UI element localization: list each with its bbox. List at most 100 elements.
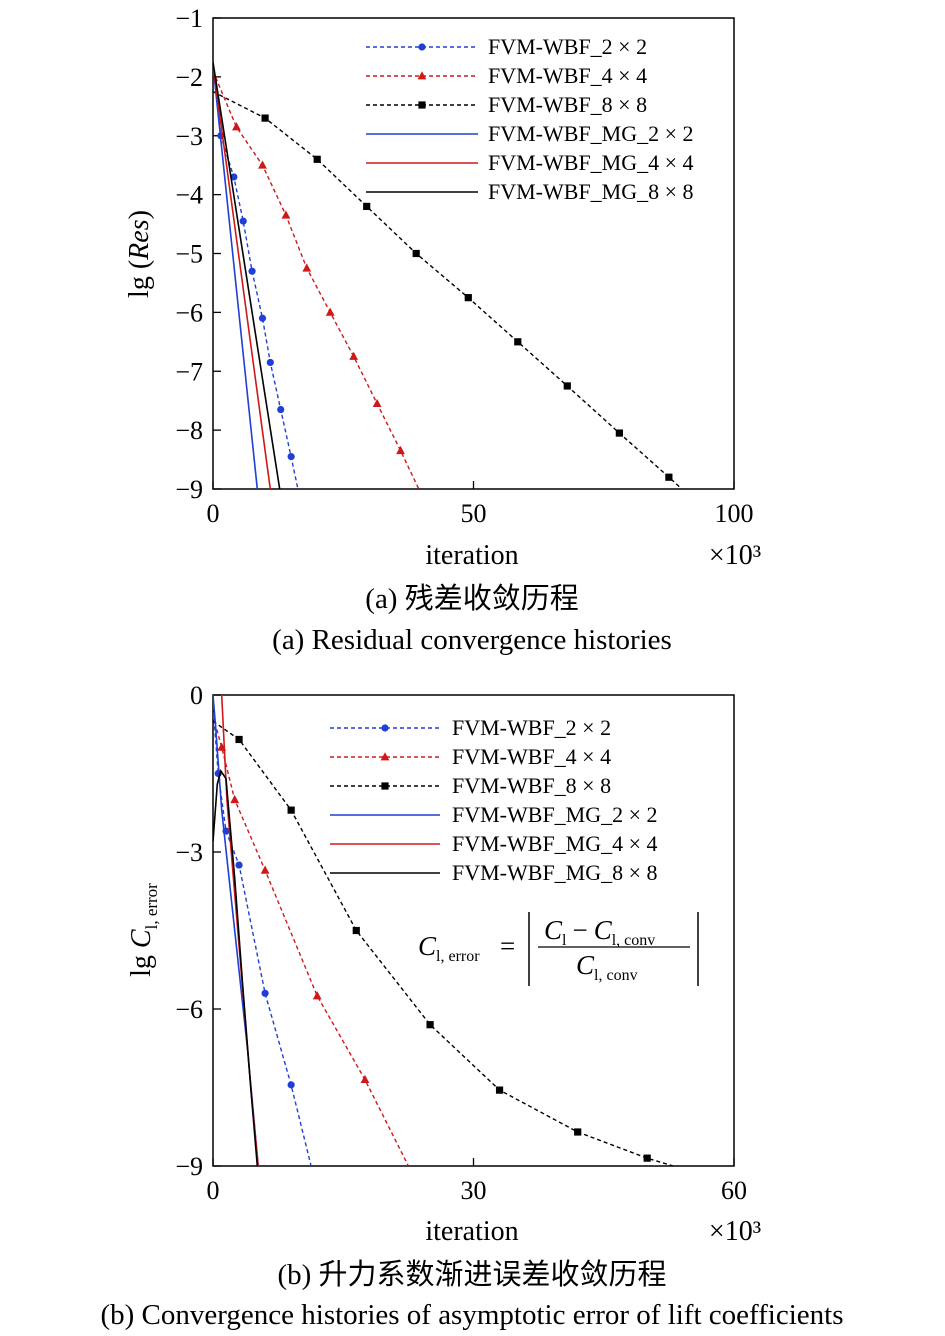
chart-b-legend-marker-2: [380, 752, 390, 761]
chart-b-data-point: [287, 806, 295, 814]
chart-b-formula: Cl, error = Cl − Cl, conv Cl, conv: [418, 912, 699, 986]
formula-equals: =: [500, 931, 515, 961]
chart-a-data-point: [230, 173, 238, 181]
formula-minus: −: [572, 915, 587, 945]
chart-a-data-point: [615, 429, 623, 437]
chart-b-data-point: [235, 735, 243, 744]
chart-b-series-line-1: [213, 705, 312, 1166]
chart-b-series-line-3: [213, 720, 674, 1166]
chart-a-y-tick-label: −5: [175, 240, 203, 269]
chart-b-y-axis-label: lg Cl, error: [126, 883, 161, 977]
chart-b-series-line-6: [213, 768, 259, 1166]
chart-b-x-tick-label: 60: [721, 1176, 747, 1205]
chart-b-y-tick-label: −3: [175, 838, 203, 867]
chart-a-data-point: [412, 249, 420, 258]
chart-a-y-tick-label: −9: [175, 475, 203, 504]
chart-a-plot-frame: [212, 17, 735, 490]
chart-a-legend-label-6: FVM-WBF_MG_8 × 8: [488, 179, 694, 204]
chart-a-y-axis-label-symbol: Res: [124, 219, 155, 261]
chart-a-data-point: [266, 358, 274, 367]
formula-lhs-symbol: C: [418, 931, 437, 961]
formula-num-a: C: [544, 915, 563, 945]
chart-a-data-point: [313, 155, 321, 163]
chart-a-data-point: [396, 445, 405, 455]
chart-a-y-axis-label-suffix: ): [124, 210, 155, 219]
chart-b-data-point: [426, 1021, 434, 1029]
chart-a-x-axis-label: iteration: [425, 540, 518, 571]
chart-b-legend-label-1: FVM-WBF_2 × 2: [452, 715, 611, 740]
chart-a-legend-label-5: FVM-WBF_MG_4 × 4: [488, 150, 694, 175]
chart-a-data-point: [248, 267, 256, 275]
chart-b-data-point: [287, 1081, 295, 1089]
chart-b-data-point: [312, 991, 322, 1000]
chart-a-legend-marker-1: [418, 43, 426, 51]
chart-a-data-point: [665, 473, 673, 481]
chart-b-data-point: [495, 1086, 504, 1094]
chart-a-legend: FVM-WBF_2 × 2 FVM-WBF_4 × 4 FVM-WBF_8 × 8 F…: [366, 34, 694, 204]
chart-b-legend-label-3: FVM-WBF_8 × 8: [452, 773, 611, 798]
chart-a-y-tick-label: −3: [175, 122, 203, 151]
chart-b-y-axis-label-subscript: l, error: [142, 883, 161, 930]
formula-num-b-subscript: l, conv: [612, 932, 656, 949]
chart-a-series-line-4: [213, 65, 259, 489]
chart-a-y-tick-label: −6: [175, 298, 203, 327]
chart-a-data-point: [239, 217, 247, 225]
chart-b-data-point: [360, 1074, 370, 1084]
formula-denominator: Cl, conv: [576, 950, 638, 984]
formula-num-b: C: [594, 915, 613, 945]
formula-lhs-subscript: l, error: [436, 948, 480, 965]
chart-b-legend: FVM-WBF_2 × 2 FVM-WBF_4 × 4 FVM-WBF_8 × 8 F…: [330, 715, 658, 885]
chart-b-data-point: [643, 1154, 651, 1162]
chart-a-series: [213, 62, 683, 489]
chart-b-legend-label-4: FVM-WBF_MG_2 × 2: [452, 802, 658, 827]
formula-den: C: [576, 950, 595, 980]
chart-a-legend-marker-2: [417, 71, 427, 80]
formula-den-subscript: l, conv: [594, 967, 638, 984]
chart-a-y-tick-label: −1: [175, 4, 203, 33]
chart-a-legend-marker-3: [418, 101, 426, 109]
formula-num-a-subscript: l: [562, 932, 567, 949]
chart-b-data-point: [235, 861, 243, 869]
chart-b-data-point: [574, 1128, 582, 1136]
chart-b-series-line-2: [213, 715, 410, 1166]
chart-b-x-axis-label: iteration: [425, 1216, 518, 1247]
chart-a-legend-label-1: FVM-WBF_2 × 2: [488, 34, 647, 59]
chart-b-data-point: [260, 865, 270, 874]
chart-b-legend-label-5: FVM-WBF_MG_4 × 4: [452, 831, 658, 856]
chart-a-data-point: [281, 210, 291, 219]
chart-a-data-point: [302, 263, 312, 272]
chart-a-y-tick-label: −2: [175, 63, 203, 92]
chart-b-legend-label-2: FVM-WBF_4 × 4: [452, 744, 611, 769]
chart-a-legend-label-4: FVM-WBF_MG_2 × 2: [488, 121, 694, 146]
chart-a-y-tick-label: −8: [175, 416, 203, 445]
chart-b-y-ticks: 0 −3 −6 −9: [175, 681, 221, 1181]
chart-a: −1 −2 −3 −4 −5 −6 −7 −8 −9 0 50 100 iteration ×10³…: [124, 4, 761, 656]
chart-b-data-point: [261, 989, 269, 997]
chart-a-y-tick-label: −7: [175, 357, 203, 386]
chart-b-data-point: [352, 926, 360, 935]
chart-a-x-ticks: 0 50 100: [207, 481, 754, 528]
chart-b-data-point: [230, 794, 240, 804]
chart-b-y-tick-label: −6: [175, 995, 203, 1024]
chart-a-data-point: [258, 314, 267, 322]
chart-b-y-axis-label-prefix: lg: [126, 948, 157, 977]
chart-b-legend-marker-3: [381, 782, 389, 790]
chart-a-data-point: [514, 338, 522, 346]
chart-a-legend-label-2: FVM-WBF_4 × 4: [488, 63, 647, 88]
chart-b-legend-label-6: FVM-WBF_MG_8 × 8: [452, 860, 658, 885]
chart-b-y-tick-label: 0: [190, 681, 203, 710]
chart-a-series-line-1: [213, 65, 299, 489]
chart-a-data-point: [232, 122, 241, 131]
chart-b-x-tick-label: 30: [461, 1176, 487, 1205]
chart-b-x-ticks: 0 30 60: [207, 1158, 747, 1205]
formula-lhs: Cl, error: [418, 931, 480, 965]
chart-a-x-tick-label: 50: [461, 499, 487, 528]
chart-a-y-axis-label: lg (Res): [124, 210, 155, 298]
chart-a-data-point: [325, 307, 335, 316]
chart-a-data-point: [464, 294, 472, 302]
chart-a-y-tick-label: −4: [175, 181, 203, 210]
chart-a-data-point: [277, 405, 285, 414]
chart-a-data-point: [563, 382, 571, 390]
chart-a-y-ticks: −1 −2 −3 −4 −5 −6 −7 −8 −9: [175, 4, 221, 504]
